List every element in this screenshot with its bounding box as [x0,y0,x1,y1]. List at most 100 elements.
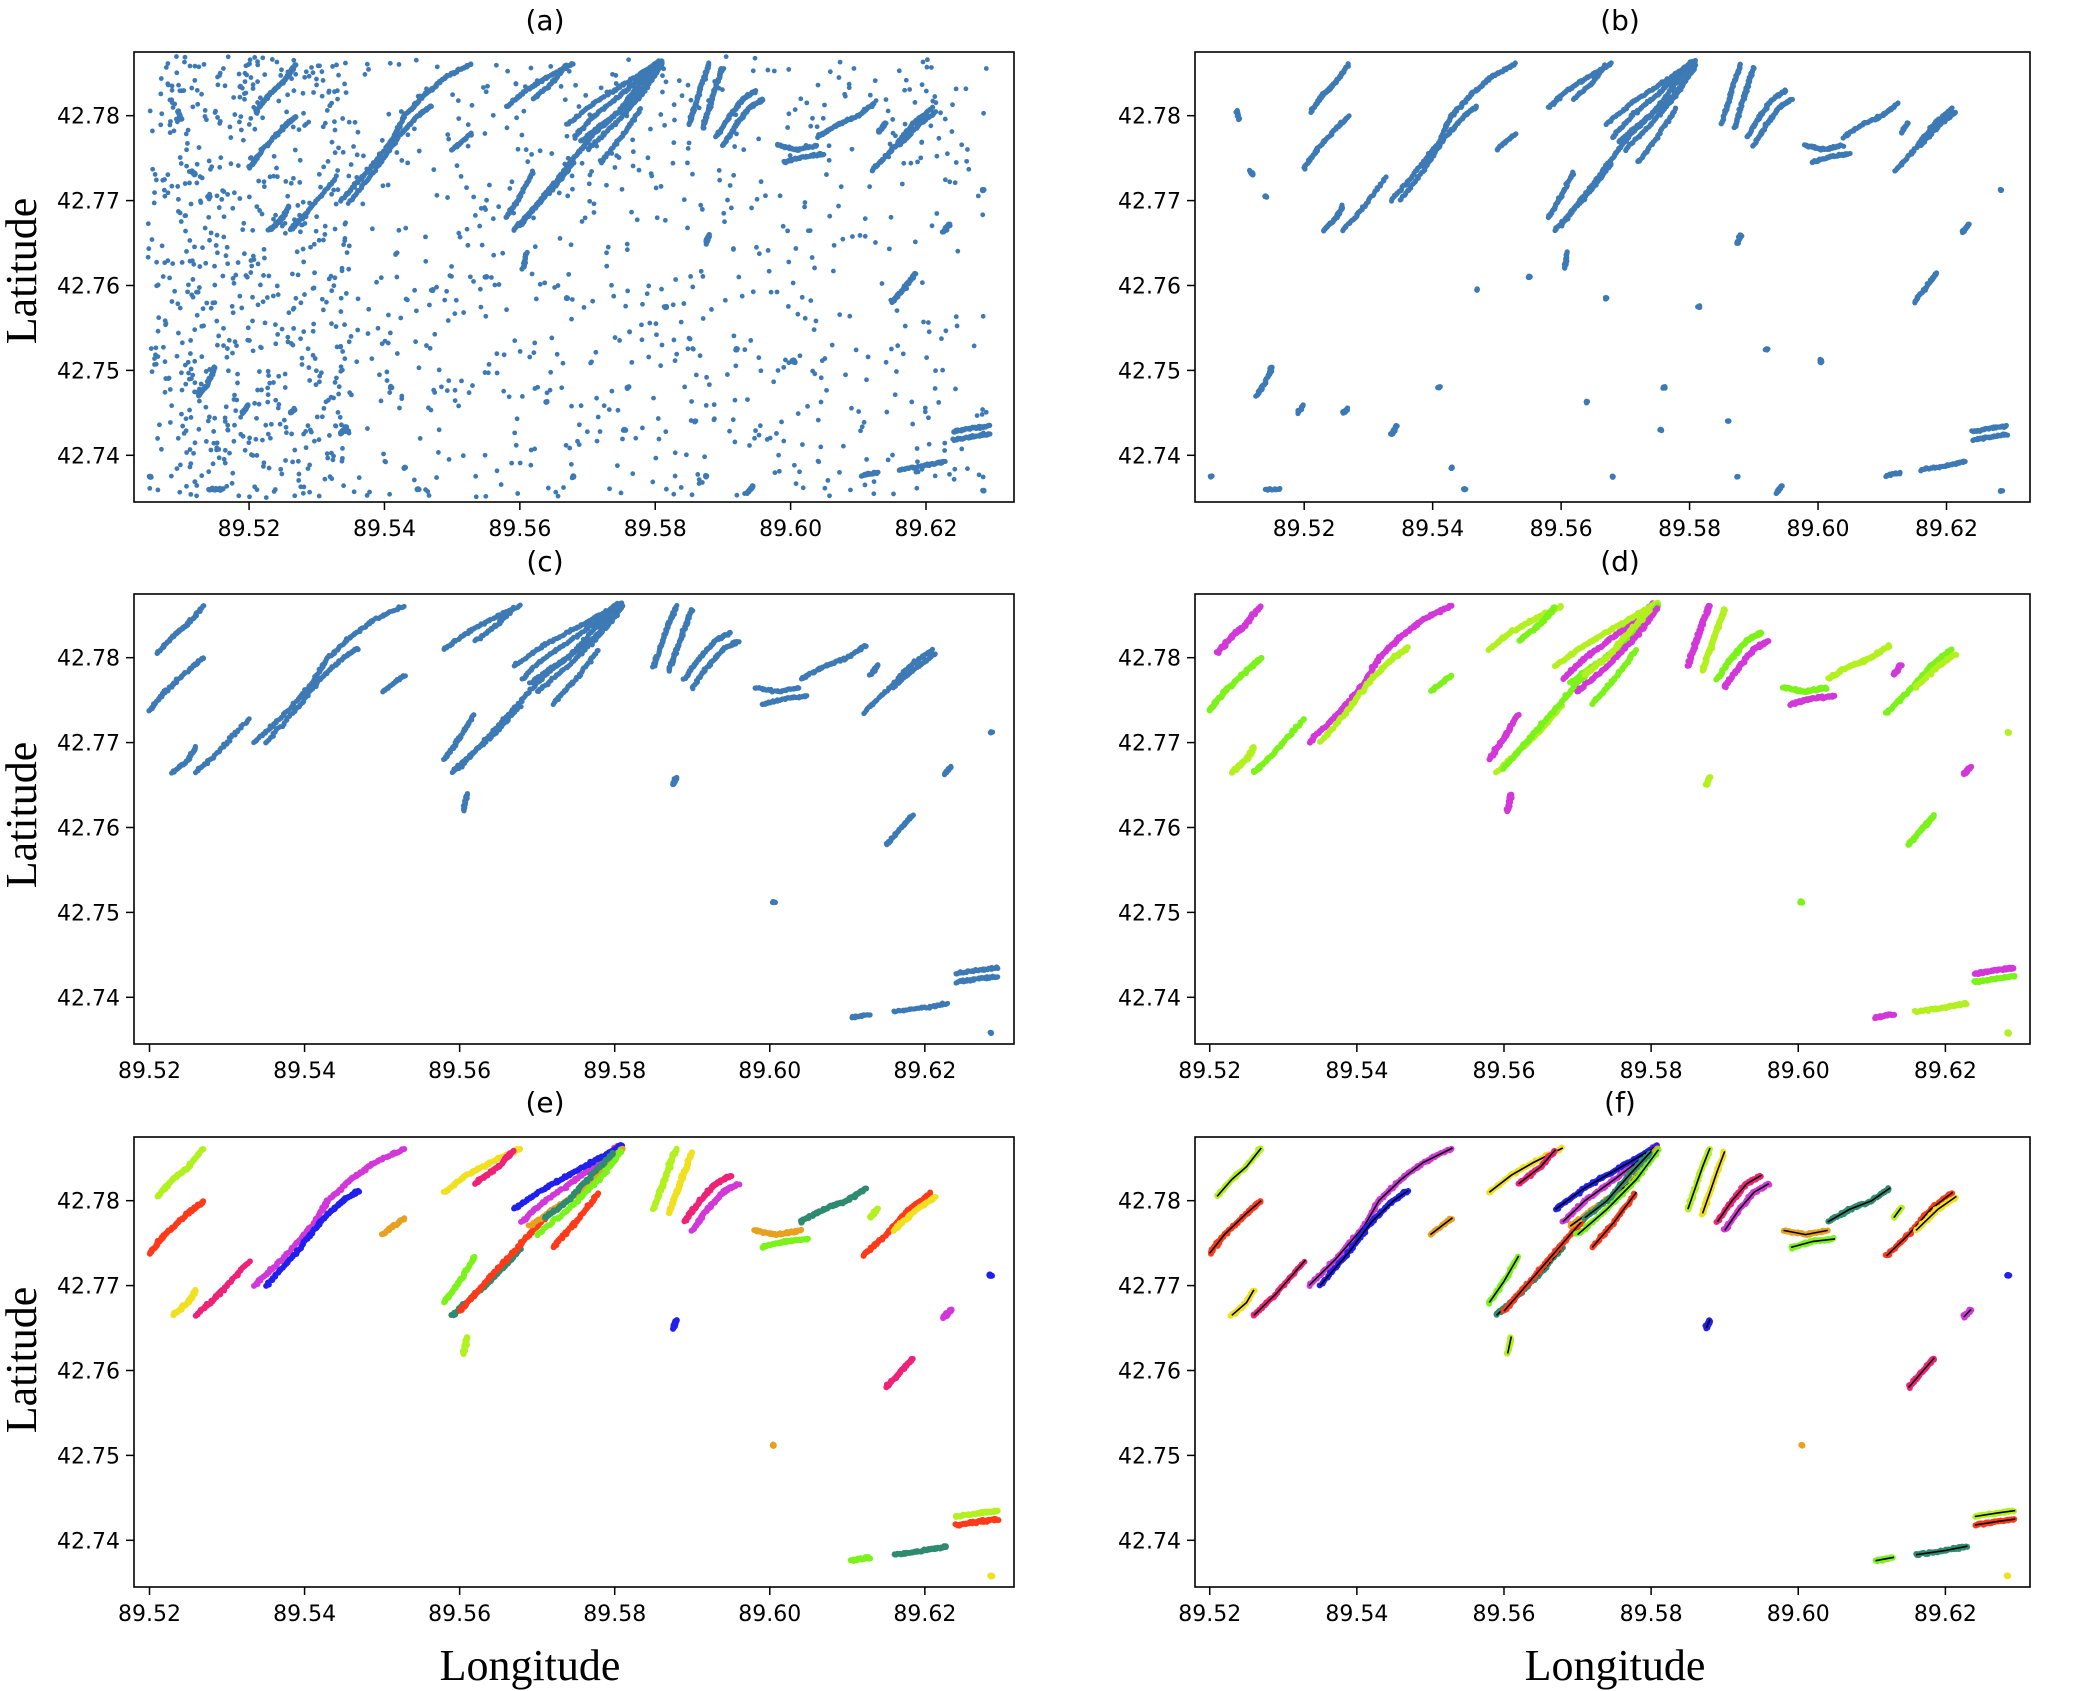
noise-point [319,93,325,99]
noise-point [974,413,980,418]
noise-point [925,57,930,63]
noise-point [255,62,261,68]
noise-point [620,436,625,442]
noise-point [282,230,288,236]
noise-point [591,210,597,215]
noise-point [458,174,464,179]
noise-point [601,403,607,409]
noise-point [952,180,958,186]
noise-point [239,305,245,311]
noise-point [513,81,519,86]
noise-point [330,64,335,69]
noise-point [152,172,158,177]
noise-point [662,122,667,128]
noise-point [314,214,320,220]
noise-point [314,82,319,88]
noise-point [921,319,926,325]
noise-point [564,133,570,139]
noise-point [569,316,574,322]
noise-point [316,437,322,443]
noise-point [815,82,821,88]
noise-point [611,293,617,299]
noise-point [374,279,379,285]
noise-point [815,417,821,423]
noise-point [305,423,311,429]
noise-point [222,415,228,421]
noise-point [434,284,439,290]
noise-point [225,261,231,267]
noise-point [298,336,303,342]
noise-point [180,423,186,429]
noise-point [624,247,630,253]
noise-point [467,274,473,280]
noise-point [533,296,539,302]
noise-point [859,424,865,430]
noise-point [591,201,597,207]
noise-point [929,65,934,70]
noise-point [196,426,202,432]
island-point [483,273,490,280]
noise-point [224,244,230,250]
noise-point [262,320,268,326]
noise-point [147,108,153,114]
noise-point [292,493,298,499]
noise-point [772,470,778,476]
noise-point [192,77,198,83]
noise-point [276,98,282,104]
noise-point [179,260,185,265]
noise-point [262,72,268,77]
noise-point [700,274,706,279]
noise-point [727,428,732,434]
track-point [875,469,881,475]
noise-point [234,397,240,403]
noise-point [348,162,354,167]
noise-point [883,97,889,103]
noise-point [159,446,164,452]
noise-point [775,368,781,373]
noise-point [333,423,338,429]
noise-point [289,431,295,437]
noise-point [494,351,500,357]
noise-point [258,282,263,288]
noise-point [423,234,428,240]
noise-point [626,57,632,63]
noise-point [827,213,833,219]
noise-point [672,473,678,479]
noise-point [940,367,946,373]
noise-point [685,160,690,166]
noise-point [199,473,205,479]
noise-point [330,457,336,463]
noise-point [242,70,248,76]
noise-point [532,340,538,346]
noise-point [179,88,185,94]
noise-point [212,263,217,269]
noise-point [768,289,774,295]
noise-point [321,237,326,243]
noise-point [483,89,489,95]
noise-point [645,155,651,161]
noise-point [207,237,212,243]
noise-point [309,65,314,70]
noise-point [252,55,258,60]
noise-point [446,378,452,384]
noise-point [644,291,650,297]
noise-point [320,78,326,83]
noise-point [254,453,260,458]
noise-point [222,460,228,466]
noise-point [808,123,814,129]
noise-point [289,76,294,82]
noise-point [734,131,739,137]
noise-point [899,181,905,187]
noise-point [504,307,509,313]
noise-point [436,427,442,433]
track-point [1345,61,1351,67]
noise-point [557,235,563,241]
noise-point [196,64,202,70]
noise-point [175,301,181,307]
noise-point [793,246,799,251]
noise-point [277,421,283,427]
noise-point [263,495,269,500]
noise-point [387,390,393,395]
noise-point [322,232,328,237]
